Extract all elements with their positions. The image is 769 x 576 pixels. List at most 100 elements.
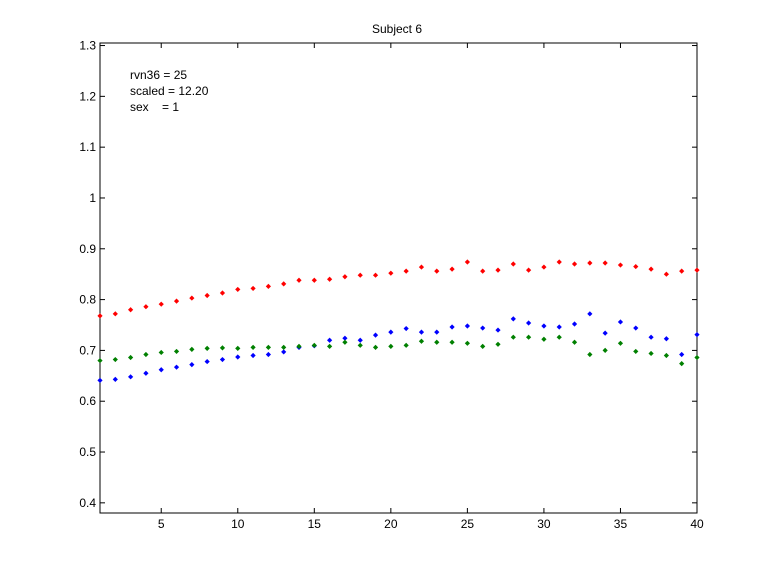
annotation-rvn36: rvn36 = 25: [130, 68, 187, 82]
data-point: [602, 347, 608, 354]
data-point: [250, 352, 256, 359]
data-point: [449, 324, 455, 330]
data-point: [495, 341, 501, 347]
data-point: [495, 327, 501, 333]
data-point: [281, 281, 287, 287]
data-point: [526, 267, 532, 273]
y-tick-label: 0.7: [79, 343, 96, 357]
data-point: [204, 292, 210, 299]
data-point: [189, 362, 195, 368]
data-point: [372, 344, 379, 350]
data-point: [235, 286, 241, 293]
data-point: [296, 277, 302, 283]
data-point: [388, 329, 394, 335]
data-point: [480, 343, 486, 349]
data-point: [571, 321, 578, 327]
data-point: [342, 339, 348, 345]
x-tick-label: 20: [384, 517, 398, 531]
data-point: [541, 323, 547, 329]
data-point: [663, 352, 669, 359]
data-point: [663, 336, 669, 342]
data-point: [434, 329, 440, 335]
data-points: [97, 259, 700, 383]
data-point: [357, 337, 363, 343]
data-point: [143, 370, 149, 376]
data-point: [189, 295, 195, 301]
y-tick-label: 0.5: [79, 445, 96, 459]
data-point: [418, 338, 425, 344]
data-point: [204, 358, 210, 365]
data-point: [143, 351, 149, 358]
x-tick-label: 5: [158, 517, 165, 531]
annotation-text-block: rvn36 = 25 scaled = 12.20 sex = 1: [130, 68, 209, 114]
data-point: [418, 329, 425, 335]
data-point: [464, 323, 470, 329]
data-point: [128, 307, 134, 313]
data-point: [357, 342, 363, 348]
data-point: [648, 350, 654, 357]
data-point: [235, 345, 241, 351]
data-point: [311, 342, 317, 348]
data-point: [556, 259, 562, 265]
data-point: [449, 339, 455, 345]
data-point: [679, 351, 685, 358]
data-point: [633, 348, 639, 355]
data-point: [327, 276, 333, 282]
data-point: [541, 264, 547, 270]
data-point: [571, 339, 578, 345]
data-point: [480, 268, 486, 274]
data-point: [617, 319, 624, 325]
data-point: [403, 325, 409, 332]
data-point: [434, 268, 440, 274]
data-point: [158, 367, 164, 373]
data-point: [97, 377, 103, 383]
data-point: [587, 260, 593, 266]
data-point: [403, 268, 409, 274]
data-point: [617, 340, 624, 346]
data-point: [388, 343, 394, 349]
y-tick-label: 0.6: [79, 394, 96, 408]
data-point: [204, 345, 210, 351]
y-tick-label: 0.9: [79, 242, 96, 256]
data-point: [281, 344, 287, 350]
data-point: [663, 271, 669, 277]
data-point: [602, 330, 608, 336]
annotation-sex: sex = 1: [130, 100, 179, 114]
data-point: [265, 351, 271, 358]
data-point: [464, 340, 470, 346]
data-point: [464, 259, 470, 265]
data-point: [143, 304, 149, 310]
data-point: [250, 285, 256, 292]
data-point: [434, 339, 440, 345]
data-point: [219, 345, 226, 351]
data-point: [510, 334, 516, 340]
data-point: [219, 290, 226, 296]
data-point: [311, 277, 317, 283]
data-point: [327, 337, 333, 343]
data-point: [112, 356, 118, 363]
data-point: [556, 324, 562, 330]
x-tick-label: 30: [537, 517, 551, 531]
data-point: [327, 343, 333, 349]
data-point: [250, 344, 256, 350]
data-point: [189, 346, 195, 352]
y-tick-label: 1.2: [79, 89, 96, 103]
y-tick-label: 1.1: [79, 140, 96, 154]
data-point: [694, 354, 700, 361]
data-point: [128, 354, 134, 361]
y-tick-label: 1: [89, 191, 96, 205]
data-point: [372, 332, 379, 338]
data-point: [648, 266, 654, 272]
y-axis: 0.4 0.5 0.6 0.7 0.8 0.9 1 1.1 1.2 1.3: [79, 39, 697, 510]
data-point: [617, 262, 624, 268]
data-point: [97, 357, 103, 364]
x-tick-label: 35: [614, 517, 628, 531]
data-point: [173, 348, 180, 355]
data-point: [556, 334, 562, 340]
x-tick-label: 10: [231, 517, 245, 531]
data-point: [342, 335, 348, 341]
plot-area-frame: [99, 42, 698, 514]
data-point: [449, 266, 455, 272]
data-point: [648, 334, 654, 340]
